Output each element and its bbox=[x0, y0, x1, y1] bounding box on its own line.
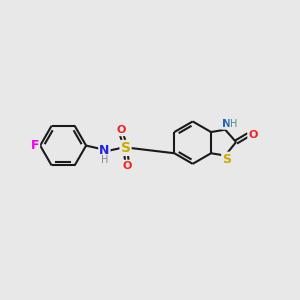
Text: O: O bbox=[122, 160, 132, 171]
Text: F: F bbox=[31, 139, 39, 152]
Text: H: H bbox=[230, 119, 238, 129]
Text: H: H bbox=[101, 155, 108, 165]
Text: O: O bbox=[248, 130, 258, 140]
Text: S: S bbox=[121, 141, 130, 155]
Text: S: S bbox=[222, 153, 231, 166]
Text: N: N bbox=[222, 119, 231, 129]
Text: N: N bbox=[99, 144, 110, 158]
Text: O: O bbox=[116, 125, 126, 135]
